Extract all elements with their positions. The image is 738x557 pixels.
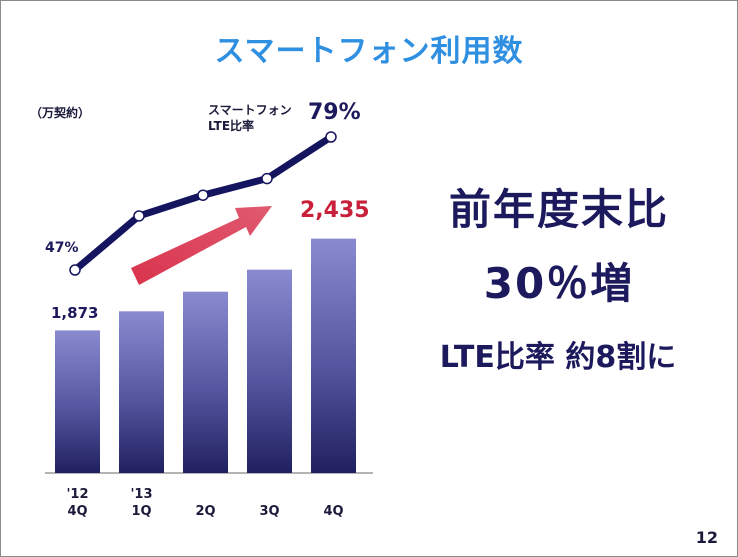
x-tick-label-2-line-1: 2Q bbox=[195, 504, 216, 519]
x-tick-label-1-line-0: '13 bbox=[130, 487, 153, 502]
message-line-3: LTE比率 約8割に bbox=[439, 340, 677, 375]
lte-ratio-label: スマートフォン LTE比率 bbox=[208, 102, 292, 134]
message-line-2: 30％増 bbox=[483, 259, 635, 308]
lte-ratio-label-line1: スマートフォン bbox=[208, 103, 292, 117]
x-tick-label-3: 3Q bbox=[240, 503, 300, 520]
bar-1 bbox=[119, 311, 164, 473]
lte-ratio-point-0 bbox=[69, 264, 81, 276]
x-tick-label-4-line-1: 4Q bbox=[323, 504, 344, 519]
bar-first-value-label: 1,873 bbox=[51, 304, 99, 322]
slide-title: スマートフォン利用数 bbox=[214, 34, 524, 69]
x-tick-label-0-line-0: '12 bbox=[66, 487, 89, 502]
lte-ratio-point-3 bbox=[261, 172, 273, 185]
bar-3 bbox=[247, 269, 292, 473]
lte-ratio-label-line2: LTE比率 bbox=[208, 119, 255, 133]
lte-ratio-point-2 bbox=[197, 189, 209, 201]
growth-arrow bbox=[131, 206, 272, 285]
x-tick-label-0-line-1: 4Q bbox=[67, 504, 88, 519]
x-tick-label-0: '12 4Q bbox=[48, 486, 108, 520]
bar-last-value-label: 2,435 bbox=[300, 198, 370, 223]
bar-0 bbox=[55, 330, 100, 473]
message-line-1: 前年度末比 bbox=[448, 185, 669, 234]
x-tick-label-4: 4Q bbox=[304, 503, 364, 520]
x-tick-label-3-line-1: 3Q bbox=[259, 504, 280, 519]
lte-ratio-last-label: 79% bbox=[308, 100, 361, 125]
page-number: 12 bbox=[695, 528, 718, 547]
lte-ratio-point-4 bbox=[325, 131, 337, 143]
x-tick-label-1-line-1: 1Q bbox=[131, 504, 152, 519]
bar-2 bbox=[183, 291, 228, 473]
x-tick-label-1: '13 1Q bbox=[112, 486, 172, 520]
lte-ratio-point-1 bbox=[133, 210, 145, 222]
unit-label: （万契約） bbox=[30, 106, 91, 120]
bar-4 bbox=[311, 238, 356, 473]
lte-ratio-first-label: 47% bbox=[45, 240, 79, 256]
x-tick-label-2: 2Q bbox=[176, 503, 236, 520]
